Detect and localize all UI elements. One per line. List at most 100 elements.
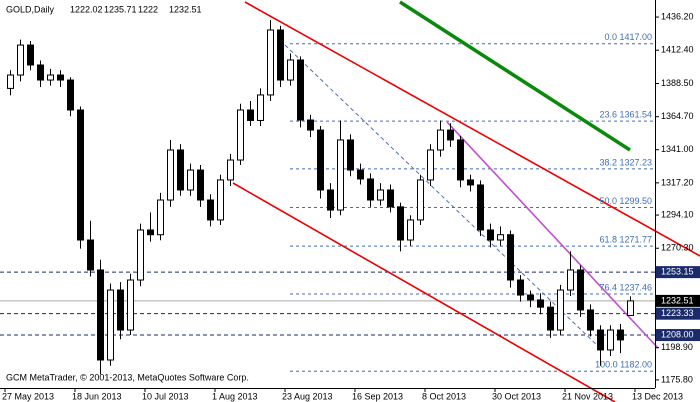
moving-average (399, 0, 631, 152)
candle-body (487, 229, 494, 241)
price-line-label: 1253.15 (661, 267, 694, 277)
candle-body (37, 64, 44, 81)
candle-body (277, 29, 284, 81)
candle-body (577, 269, 584, 311)
candle-body (607, 329, 614, 351)
y-tick-label: 1198.90 (661, 342, 693, 352)
candle-body (227, 159, 234, 181)
y-tick-label: 1436.20 (661, 11, 694, 21)
trend-line (284, 44, 601, 349)
price-line-label: 1208.00 (661, 329, 694, 339)
current-price-label: 1232.51 (661, 295, 694, 305)
candle-body (477, 184, 484, 231)
candle-body (177, 149, 184, 191)
y-tick-label: 1317.20 (661, 177, 694, 187)
candle-body (407, 219, 414, 241)
current-price-box (656, 294, 700, 307)
fib-label: 100.0 1182.00 (595, 360, 652, 370)
fib-label: 76.4 1237.46 (599, 282, 652, 292)
candle-body (137, 229, 144, 281)
fib-label: 50.0 1299.50 (599, 196, 652, 206)
candle-body (47, 74, 54, 81)
x-tick-label: 13 Dec 2013 (632, 391, 683, 401)
y-tick-label: 1364.70 (661, 111, 694, 121)
y-tick-label: 1388.50 (661, 78, 694, 88)
candle-body (297, 59, 304, 121)
x-tick-label: 30 Oct 2013 (492, 391, 541, 401)
drawings (232, 0, 700, 402)
candle-body (77, 109, 84, 241)
candle-body (267, 29, 274, 96)
x-tick-label: 18 Jun 2013 (72, 391, 122, 401)
x-tick-label: 27 May 2013 (2, 391, 54, 401)
candle-body (327, 189, 334, 211)
footer: GCM MetaTrader, © 2001-2013, MetaQuotes … (6, 372, 249, 382)
x-tick-label: 23 Aug 2013 (282, 391, 333, 401)
y-tick-label: 1270.30 (661, 243, 694, 253)
fib-label: 0.0 1417.00 (604, 32, 652, 42)
candle-body (187, 169, 194, 191)
candle-body (557, 289, 564, 331)
channel-upper (244, 1, 700, 257)
header: GOLD,Daily 1222.02 1235.71 1222 1232.51 (6, 4, 202, 14)
candle-body (87, 239, 94, 271)
candle-body (627, 300, 634, 317)
candle-body (467, 179, 474, 186)
candle-body (57, 74, 64, 81)
x-tick-label: 10 Jul 2013 (142, 391, 189, 401)
candle-body (247, 109, 254, 121)
price-line-label: 1223.33 (661, 308, 694, 318)
candle-body (307, 119, 314, 131)
candle-body (527, 294, 534, 301)
candle-body (447, 129, 454, 141)
candle-body (537, 299, 544, 308)
candle-body (587, 309, 594, 331)
candle-body (507, 234, 514, 281)
candle-body (157, 199, 164, 236)
y-tick-label: 1341.00 (661, 144, 694, 154)
fib-label: 23.6 1361.54 (599, 109, 652, 119)
candle-body (347, 139, 354, 171)
candle-body (387, 189, 394, 208)
x-tick-label: 1 Aug 2013 (212, 391, 258, 401)
trend-line (446, 121, 659, 349)
candle-body (357, 169, 364, 180)
candle-body (597, 329, 604, 351)
y-tick-label: 1294.10 (661, 209, 694, 219)
candle-body (317, 129, 324, 191)
candle-body (217, 179, 224, 221)
candle-body (117, 289, 124, 331)
candle-body (497, 234, 504, 241)
x-tick-label: 16 Sep 2013 (352, 391, 403, 401)
x-tick-label: 8 Oct 2013 (422, 391, 466, 401)
candle-body (237, 109, 244, 161)
candle-body (547, 306, 554, 331)
candle-body (427, 149, 434, 181)
candle-body (17, 44, 24, 76)
candle-body (337, 139, 344, 211)
y-tick-label: 1412.40 (661, 45, 694, 55)
close: 1232.51 (169, 4, 202, 14)
channel-lower (232, 182, 616, 402)
candle-body (457, 139, 464, 181)
price-line-box (656, 266, 700, 279)
candle-body (517, 279, 524, 296)
symbol: GOLD,Daily (6, 4, 55, 14)
candle-body (567, 269, 574, 291)
candle-body (377, 189, 384, 201)
candle-body (367, 178, 374, 201)
candle-body (167, 149, 174, 201)
fib-label: 61.8 1271.77 (599, 235, 652, 245)
candle-body (437, 129, 444, 151)
candle-body (67, 79, 74, 111)
candle-body (7, 74, 14, 89)
candle-body (97, 269, 104, 361)
candle-body (287, 59, 294, 81)
low: 1222 (138, 4, 158, 14)
candle-body (27, 44, 34, 66)
price-line-box (656, 329, 700, 342)
candle-body (207, 199, 214, 221)
fib-label: 38.2 1327.23 (599, 157, 652, 167)
candle-body (397, 206, 404, 241)
candle-body (147, 229, 154, 236)
